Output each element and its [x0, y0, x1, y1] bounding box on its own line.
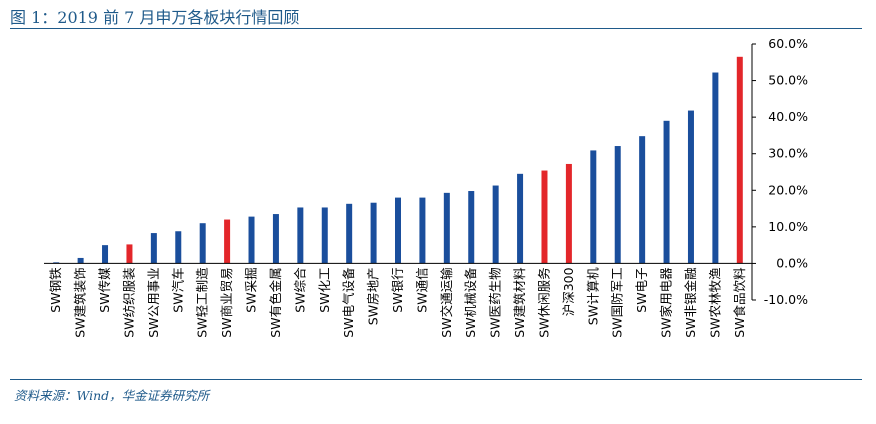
- y-tick-group: -10.0% 0.0% 10.0% 20.0% 30.0% 40.0% 50.0% 60.0%: [752, 36, 808, 307]
- bar-24: [614, 146, 621, 264]
- source-note: 资料来源：Wind，华金证券研究所: [14, 388, 210, 403]
- y-tick-label: 50.0%: [768, 73, 808, 88]
- bar-15: [395, 197, 401, 264]
- bar-20: [517, 173, 524, 264]
- bar-19: [492, 185, 499, 264]
- x-tick-label: SW建筑材料: [512, 267, 527, 338]
- x-tick-label: SW传媒: [97, 267, 112, 313]
- bars-group: [53, 56, 743, 264]
- bar-5: [150, 233, 157, 264]
- y-tick-label: 20.0%: [768, 182, 808, 197]
- x-tick-label: SW采掘: [244, 267, 259, 312]
- bar-18: [468, 191, 475, 264]
- x-tick-label: SW通信: [414, 267, 429, 312]
- bar-10: [272, 214, 279, 264]
- x-tick-label: SW综合: [292, 267, 307, 313]
- bar-11: [297, 207, 304, 264]
- x-tick-label: SW家用电器: [659, 267, 674, 338]
- y-tick-label: 30.0%: [768, 146, 808, 161]
- bar-6: [175, 231, 182, 264]
- y-tick-label: 60.0%: [768, 36, 808, 51]
- x-tick-label: SW有色金属: [268, 267, 283, 337]
- bar-16: [419, 197, 426, 264]
- x-tick-label: SW汽车: [170, 267, 185, 312]
- x-tick-label: 沪深300: [561, 267, 576, 316]
- bar-17: [443, 192, 450, 264]
- bar-25: [639, 136, 646, 264]
- bar-9: [248, 216, 255, 264]
- bottom-rule: [10, 379, 862, 380]
- x-tick-label: SW电气设备: [341, 267, 356, 338]
- bar-28: [712, 72, 719, 264]
- bar-7: [199, 223, 206, 264]
- y-tick-label: 40.0%: [768, 109, 808, 124]
- bar-8: [224, 219, 231, 264]
- x-tick-label: SW医药生物: [488, 267, 503, 337]
- x-tick-label: SW农林牧渔: [707, 267, 722, 337]
- x-tick-label: SW食品饮料: [732, 267, 747, 338]
- bar-3: [102, 245, 109, 264]
- x-tick-label: SW轻工制造: [195, 267, 210, 338]
- bar-22: [565, 163, 572, 264]
- x-tick-label: SW电子: [634, 267, 649, 312]
- x-tick-label: SW计算机: [585, 267, 600, 325]
- bar-27: [687, 110, 694, 264]
- bar-14: [370, 202, 377, 264]
- x-tick-label: SW化工: [317, 267, 332, 312]
- x-tick-label: SW机械设备: [463, 267, 478, 338]
- figure-title: 图 1：2019 前 7 月申万各板块行情回顾: [10, 8, 300, 27]
- x-tick-label: SW国防军工: [610, 267, 625, 337]
- x-tick-label: SW非银金融: [683, 267, 698, 338]
- bar-26: [663, 120, 670, 264]
- y-tick-label: 0.0%: [776, 255, 808, 270]
- bar-23: [590, 150, 597, 264]
- x-tick-label: SW商业贸易: [219, 267, 234, 337]
- bar-21: [541, 170, 548, 264]
- x-tick-label: SW银行: [390, 267, 405, 312]
- x-tick-label: SW纺织服装: [121, 267, 136, 337]
- bar-29: [736, 56, 743, 264]
- bar-1: [53, 262, 60, 264]
- y-tick-label: 10.0%: [768, 219, 808, 234]
- x-tick-label: SW休闲服务: [536, 267, 551, 337]
- bar-13: [346, 203, 353, 264]
- top-rule: [10, 28, 862, 29]
- bar-2: [77, 257, 84, 264]
- x-tick-label: SW公用事业: [146, 267, 161, 337]
- bar-12: [321, 207, 328, 264]
- y-tick-label: -10.0%: [764, 292, 808, 307]
- x-tick-label: SW房地产: [366, 267, 381, 325]
- x-tick-group: SW钢铁 SW建筑装饰 SW传媒 SW纺织服装 SW公用事业 SW汽车 SW轻工制造 SW商业…: [48, 267, 747, 338]
- x-tick-label: SW建筑装饰: [73, 267, 88, 337]
- x-tick-label: SW钢铁: [48, 267, 63, 313]
- x-tick-label: SW交通运输: [439, 267, 454, 338]
- bar-4: [126, 244, 133, 264]
